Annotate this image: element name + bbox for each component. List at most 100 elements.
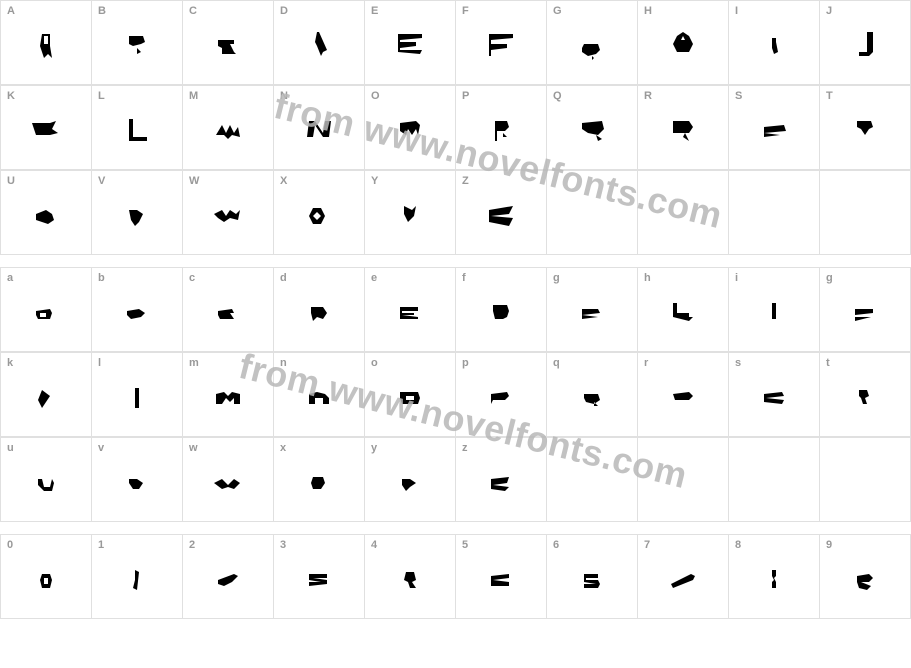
cell-label: m [189,357,199,369]
glyph-cell: m [183,353,274,437]
glyph-g [568,289,616,337]
cell-label: c [189,272,195,284]
glyph-row: klmnopqrst [0,352,911,437]
glyph-D [295,22,343,70]
glyph-cell: 4 [365,535,456,619]
glyph-cell: p [456,353,547,437]
glyph-cell: 8 [729,535,820,619]
cell-label: y [371,442,377,454]
glyph-cell [547,438,638,522]
glyph-C [204,22,252,70]
glyph-cell: q [547,353,638,437]
glyph-0 [22,556,70,604]
glyph-c [204,289,252,337]
cell-label: I [735,5,738,17]
cell-label: r [644,357,648,369]
glyph-u [22,459,70,507]
glyph-2 [204,556,252,604]
glyph-cell: o [365,353,456,437]
glyph-G [568,22,616,70]
glyph-cell: w [183,438,274,522]
glyph-cell: Z [456,171,547,255]
glyph-cell: V [92,171,183,255]
glyph-W [204,192,252,240]
cell-label: 7 [644,539,650,551]
cell-label: X [280,175,287,187]
glyph-cell: A [1,1,92,85]
glyph-B [113,22,161,70]
row-spacer [0,255,911,267]
glyph-q [568,374,616,422]
glyph-row: 0123456789 [0,534,911,619]
glyph-b [113,289,161,337]
cell-label: x [280,442,286,454]
glyph-n [295,374,343,422]
glyph-x [295,459,343,507]
glyph-f [477,289,525,337]
cell-label: g [826,272,833,284]
glyph-t [841,374,889,422]
glyph-P [477,107,525,155]
glyph-cell: 6 [547,535,638,619]
glyph-5 [477,556,525,604]
glyph-M [204,107,252,155]
glyph-s [750,374,798,422]
glyph-cell [547,171,638,255]
glyph-z [477,459,525,507]
glyph-h [659,289,707,337]
glyph-cell: M [183,86,274,170]
cell-label: B [98,5,106,17]
glyph-8 [750,556,798,604]
cell-label: 1 [98,539,104,551]
glyph-cell: E [365,1,456,85]
glyph-i [750,289,798,337]
glyph-cell: W [183,171,274,255]
glyph-cell: 2 [183,535,274,619]
cell-label: 3 [280,539,286,551]
cell-label: a [7,272,13,284]
glyph-cell: K [1,86,92,170]
cell-label: t [826,357,830,369]
glyph-cell: S [729,86,820,170]
cell-label: 6 [553,539,559,551]
glyph-cell: 3 [274,535,365,619]
cell-label: i [735,272,738,284]
glyph-F [477,22,525,70]
glyph-cell: I [729,1,820,85]
glyph-I [750,22,798,70]
glyph-cell: l [92,353,183,437]
glyph-cell: F [456,1,547,85]
cell-label: 0 [7,539,13,551]
cell-label: w [189,442,198,454]
glyph-N [295,107,343,155]
cell-label: C [189,5,197,17]
glyph-cell: c [183,268,274,352]
glyph-r [659,374,707,422]
glyph-cell: T [820,86,911,170]
cell-label: 2 [189,539,195,551]
cell-label: O [371,90,380,102]
glyph-cell: J [820,1,911,85]
glyph-row: KLMNOPQRST [0,85,911,170]
cell-label: D [280,5,288,17]
glyph-cell: 9 [820,535,911,619]
cell-label: s [735,357,741,369]
cell-label: Y [371,175,378,187]
glyph-cell: Q [547,86,638,170]
glyph-j2 [841,289,889,337]
glyph-cell: 7 [638,535,729,619]
glyph-6 [568,556,616,604]
glyph-cell: 1 [92,535,183,619]
glyph-cell: N [274,86,365,170]
glyph-cell [820,438,911,522]
glyph-cell [638,171,729,255]
glyph-L [113,107,161,155]
glyph-cell: L [92,86,183,170]
glyph-A [22,22,70,70]
cell-label: 8 [735,539,741,551]
glyph-m [204,374,252,422]
glyph-y [386,459,434,507]
cell-label: R [644,90,652,102]
glyph-cell: e [365,268,456,352]
glyph-K [22,107,70,155]
